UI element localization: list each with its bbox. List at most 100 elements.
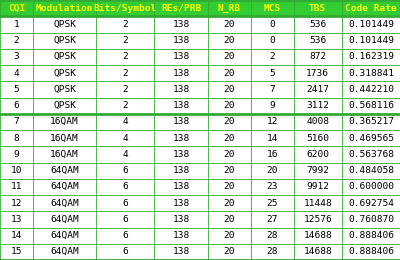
Bar bbox=[294, 98, 342, 114]
Text: Modulation: Modulation bbox=[36, 4, 93, 13]
Text: N_RB: N_RB bbox=[218, 4, 241, 13]
Bar bbox=[96, 162, 154, 179]
Bar bbox=[154, 49, 208, 65]
Text: 536: 536 bbox=[309, 36, 326, 45]
Bar bbox=[33, 81, 96, 98]
Bar bbox=[251, 0, 294, 16]
Bar bbox=[294, 81, 342, 98]
Text: 6: 6 bbox=[14, 101, 19, 110]
Bar bbox=[96, 146, 154, 162]
Text: 138: 138 bbox=[172, 101, 190, 110]
Bar bbox=[251, 146, 294, 162]
Bar bbox=[208, 244, 251, 260]
Bar bbox=[208, 228, 251, 244]
Bar bbox=[251, 65, 294, 81]
Text: 0: 0 bbox=[269, 36, 275, 45]
Text: 4: 4 bbox=[122, 134, 128, 143]
Bar bbox=[154, 65, 208, 81]
Bar bbox=[154, 98, 208, 114]
Bar bbox=[0, 130, 33, 146]
Bar bbox=[208, 130, 251, 146]
Text: 20: 20 bbox=[223, 20, 235, 29]
Text: TBS: TBS bbox=[309, 4, 326, 13]
Bar bbox=[154, 114, 208, 130]
Text: 2: 2 bbox=[269, 52, 275, 61]
Text: 0.600000: 0.600000 bbox=[348, 182, 394, 191]
Text: 138: 138 bbox=[172, 247, 190, 256]
Bar bbox=[33, 98, 96, 114]
Bar bbox=[154, 16, 208, 32]
Text: 3112: 3112 bbox=[306, 101, 329, 110]
Bar bbox=[342, 162, 400, 179]
Bar bbox=[208, 49, 251, 65]
Text: 138: 138 bbox=[172, 231, 190, 240]
Bar bbox=[342, 244, 400, 260]
Bar bbox=[96, 211, 154, 228]
Text: 13: 13 bbox=[11, 215, 22, 224]
Text: 0.162319: 0.162319 bbox=[348, 52, 394, 61]
Bar bbox=[251, 32, 294, 49]
Text: 11448: 11448 bbox=[303, 199, 332, 208]
Text: 28: 28 bbox=[266, 231, 278, 240]
Bar bbox=[154, 81, 208, 98]
Text: 0.692754: 0.692754 bbox=[348, 199, 394, 208]
Text: 12: 12 bbox=[11, 199, 22, 208]
Text: 0.563768: 0.563768 bbox=[348, 150, 394, 159]
Text: 20: 20 bbox=[223, 85, 235, 94]
Text: 138: 138 bbox=[172, 36, 190, 45]
Bar bbox=[0, 114, 33, 130]
Text: 20: 20 bbox=[223, 117, 235, 126]
Bar bbox=[33, 49, 96, 65]
Bar bbox=[208, 0, 251, 16]
Text: 0.442210: 0.442210 bbox=[348, 85, 394, 94]
Text: 64QAM: 64QAM bbox=[50, 215, 79, 224]
Bar bbox=[208, 98, 251, 114]
Bar bbox=[33, 0, 96, 16]
Bar bbox=[0, 162, 33, 179]
Bar bbox=[96, 244, 154, 260]
Bar bbox=[294, 146, 342, 162]
Text: 16QAM: 16QAM bbox=[50, 134, 79, 143]
Bar bbox=[96, 32, 154, 49]
Bar bbox=[342, 228, 400, 244]
Bar bbox=[251, 49, 294, 65]
Bar bbox=[33, 65, 96, 81]
Bar bbox=[342, 130, 400, 146]
Text: 20: 20 bbox=[223, 215, 235, 224]
Bar bbox=[294, 65, 342, 81]
Text: 138: 138 bbox=[172, 199, 190, 208]
Text: 6: 6 bbox=[122, 182, 128, 191]
Text: 2: 2 bbox=[122, 52, 128, 61]
Text: 6: 6 bbox=[122, 166, 128, 175]
Bar bbox=[33, 211, 96, 228]
Text: 5: 5 bbox=[14, 85, 19, 94]
Bar bbox=[294, 162, 342, 179]
Text: 7992: 7992 bbox=[306, 166, 329, 175]
Bar bbox=[33, 195, 96, 211]
Text: 4: 4 bbox=[122, 150, 128, 159]
Bar bbox=[154, 0, 208, 16]
Bar bbox=[251, 98, 294, 114]
Bar bbox=[0, 49, 33, 65]
Bar bbox=[251, 211, 294, 228]
Bar bbox=[208, 16, 251, 32]
Bar bbox=[294, 114, 342, 130]
Text: 2: 2 bbox=[122, 101, 128, 110]
Text: 20: 20 bbox=[223, 150, 235, 159]
Bar bbox=[0, 146, 33, 162]
Bar bbox=[0, 16, 33, 32]
Text: 138: 138 bbox=[172, 85, 190, 94]
Text: 0.568116: 0.568116 bbox=[348, 101, 394, 110]
Text: 14: 14 bbox=[266, 134, 278, 143]
Bar bbox=[96, 228, 154, 244]
Text: 64QAM: 64QAM bbox=[50, 231, 79, 240]
Text: 12576: 12576 bbox=[303, 215, 332, 224]
Text: 20: 20 bbox=[223, 247, 235, 256]
Text: 23: 23 bbox=[266, 182, 278, 191]
Bar bbox=[0, 0, 33, 16]
Text: MCS: MCS bbox=[264, 4, 281, 13]
Bar bbox=[251, 195, 294, 211]
Text: 8: 8 bbox=[14, 134, 19, 143]
Bar bbox=[251, 179, 294, 195]
Bar bbox=[33, 244, 96, 260]
